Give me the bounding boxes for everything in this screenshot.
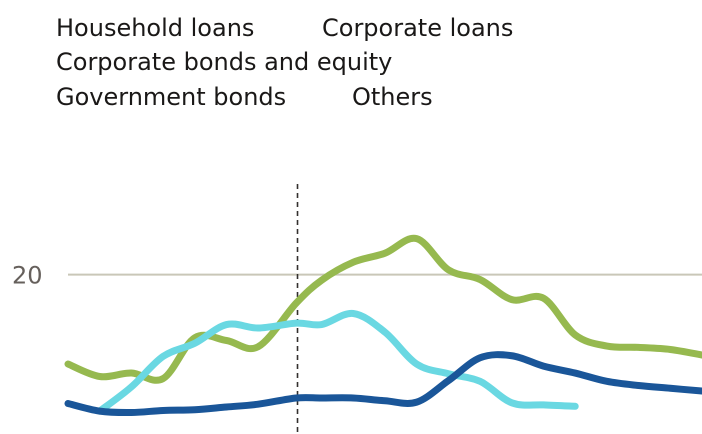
grid-layer xyxy=(68,184,702,434)
legend-item-others: Others xyxy=(352,83,433,111)
legend-item-government-bonds: Government bonds xyxy=(56,83,287,111)
series-line-government-bonds xyxy=(96,309,579,415)
chart-legend: Household loans Corporate loans Corporat… xyxy=(0,0,702,120)
series-line-household-loans xyxy=(64,351,702,417)
series-layer xyxy=(64,234,702,417)
series-line-corporate-bonds-and-equity xyxy=(64,234,702,384)
label-layer: 20 xyxy=(12,262,43,290)
legend-item-household-loans: Household loans xyxy=(56,14,255,42)
legend-item-corporate-bonds-and-equity: Corporate bonds and equity xyxy=(56,48,393,76)
legend-item-corporate-loans: Corporate loans xyxy=(322,14,514,42)
y-tick-label-20: 20 xyxy=(12,262,43,290)
